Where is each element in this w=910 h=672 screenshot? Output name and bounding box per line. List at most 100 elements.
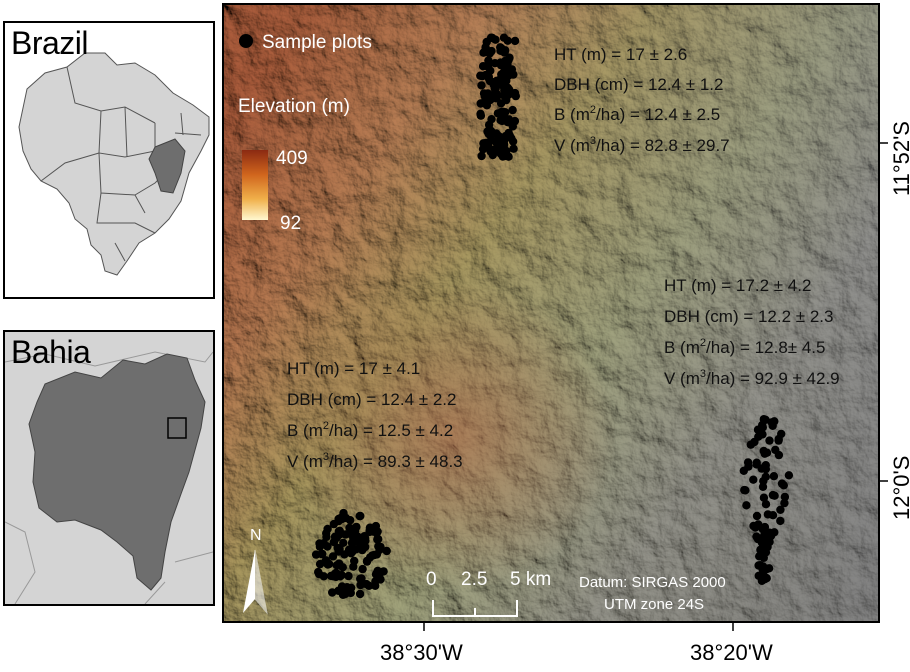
sample-plot-dot xyxy=(498,107,508,117)
sample-plot-dot xyxy=(756,561,765,570)
scale-bar-line xyxy=(432,600,518,617)
bahia-state-shape xyxy=(28,353,206,591)
west-plot-stats: HT (m) = 17 ± 4.1 DBH (cm) = 12.4 ± 2.2 … xyxy=(287,359,463,471)
bahia-highlight-shape xyxy=(148,138,186,194)
sample-plot-dot xyxy=(740,485,749,495)
sample-plot-dot xyxy=(760,548,769,557)
west-dbh: DBH (cm) = 12.4 ± 2.2 xyxy=(287,390,456,409)
sample-plot-dot xyxy=(768,490,778,500)
east-volume: V (m3/ha) = 92.9 ± 42.9 xyxy=(664,368,840,388)
sample-plot-dot xyxy=(318,549,327,559)
brazil-state-borders xyxy=(40,66,202,262)
east-dbh: DBH (cm) = 12.2 ± 2.3 xyxy=(664,307,833,326)
sample-plots-legend-dot xyxy=(239,34,253,48)
north-ht: HT (m) = 17 ± 2.6 xyxy=(554,45,687,64)
sample-plot-dot xyxy=(364,581,374,590)
elevation-max-label: 409 xyxy=(276,148,308,169)
sample-plot-dot xyxy=(503,59,512,69)
north-sample-plots xyxy=(476,33,520,161)
sample-plot-dot xyxy=(503,116,513,125)
sample-plot-dot xyxy=(484,56,493,65)
brazil-inset-map: Brazil xyxy=(3,21,215,299)
sample-plot-dot xyxy=(769,472,779,481)
sample-plot-dot xyxy=(499,144,509,153)
sample-plot-dot xyxy=(770,528,779,537)
brazil-outline-map xyxy=(18,52,210,276)
sample-plot-dot xyxy=(324,559,334,569)
north-arrow-label: N xyxy=(250,527,262,544)
sample-plot-dot xyxy=(339,538,348,547)
bahia-outline-map xyxy=(5,332,213,604)
sample-plot-dot xyxy=(482,37,491,47)
brazil-states-shape xyxy=(18,52,210,276)
sample-plot-dot xyxy=(508,122,517,131)
sample-plot-dot xyxy=(496,46,505,55)
sample-plot-dot xyxy=(776,516,785,526)
sample-plot-dot xyxy=(484,126,494,135)
sample-plot-dot xyxy=(350,556,359,566)
sample-plot-dot xyxy=(337,582,347,591)
sample-plot-dot xyxy=(352,522,361,532)
sample-plot-dot xyxy=(503,83,513,93)
sample-plot-dot xyxy=(341,589,350,599)
sample-plot-dot xyxy=(774,436,783,445)
sample-plot-dot xyxy=(337,570,346,580)
sample-plot-dot xyxy=(361,542,370,552)
sample-plot-dot xyxy=(345,523,354,532)
sample-plot-dot xyxy=(356,574,365,583)
elevation-color-ramp xyxy=(242,150,268,220)
sample-plot-dot xyxy=(749,475,758,484)
north-volume: V (m3/ha) = 82.8 ± 29.7 xyxy=(554,135,730,155)
sample-plot-dot xyxy=(784,471,794,480)
longitude-label-right: 38°20'W xyxy=(690,640,773,665)
sample-plot-dot xyxy=(759,493,769,502)
sample-plot-dot xyxy=(761,415,770,424)
sample-plot-dot xyxy=(749,521,758,531)
scale-label-0: 0 xyxy=(426,569,437,590)
sample-plot-dot xyxy=(504,128,513,138)
sample-plot-dot xyxy=(382,546,391,556)
sample-plot-dot xyxy=(490,78,500,87)
elevation-map-canvas: Sample plots Elevation (m) 409 92 HT (m)… xyxy=(224,5,878,621)
sample-plot-dot xyxy=(758,423,767,432)
sample-plot-dot xyxy=(477,81,486,90)
sample-plot-dot xyxy=(329,572,338,581)
latitude-label-bottom: 12°0'S xyxy=(889,455,910,520)
west-basal-area: B (m2/ha) = 12.5 ± 4.2 xyxy=(287,420,453,440)
sample-plot-dot xyxy=(761,500,771,509)
sample-plot-dot xyxy=(765,436,774,445)
north-arrow-right-half xyxy=(254,549,268,615)
north-arrow: N xyxy=(243,527,268,615)
sample-plot-dot xyxy=(480,92,489,101)
sample-plot-dot xyxy=(503,36,512,45)
sample-plot-dot xyxy=(358,564,367,574)
sample-plot-dot xyxy=(768,511,778,520)
longitude-label-left: 38°30'W xyxy=(380,640,463,665)
west-sample-plots xyxy=(311,508,391,599)
sample-plot-dot xyxy=(509,144,518,153)
sample-plot-dot xyxy=(335,544,344,554)
neighbor-borders xyxy=(5,351,213,604)
sample-plot-dot xyxy=(355,589,365,599)
east-plot-stats: HT (m) = 17.2 ± 4.2 DBH (cm) = 12.2 ± 2.… xyxy=(664,276,840,388)
sample-plot-dot xyxy=(780,498,789,508)
sample-plot-dot xyxy=(743,458,753,467)
sample-plot-dot xyxy=(758,524,767,534)
sample-plot-dot xyxy=(776,505,785,514)
sample-plot-dot xyxy=(360,532,369,541)
sample-plot-dot xyxy=(759,571,768,580)
sample-plot-dot xyxy=(746,440,755,449)
sample-plot-dot xyxy=(330,532,340,541)
sample-plot-dot xyxy=(335,526,344,535)
east-ht: HT (m) = 17.2 ± 4.2 xyxy=(664,276,811,295)
sample-plot-dot xyxy=(494,131,503,141)
scale-bar: 0 2.5 5 km xyxy=(426,569,551,617)
sample-plot-dot xyxy=(332,561,341,570)
sample-plot-dot xyxy=(487,46,496,56)
sample-plot-dot xyxy=(753,535,763,544)
sample-plot-dot xyxy=(328,552,338,561)
sample-plot-dot xyxy=(344,571,353,581)
sample-plot-dot xyxy=(780,492,790,502)
sample-plot-dot xyxy=(346,516,355,525)
sample-plot-dot xyxy=(356,580,365,590)
